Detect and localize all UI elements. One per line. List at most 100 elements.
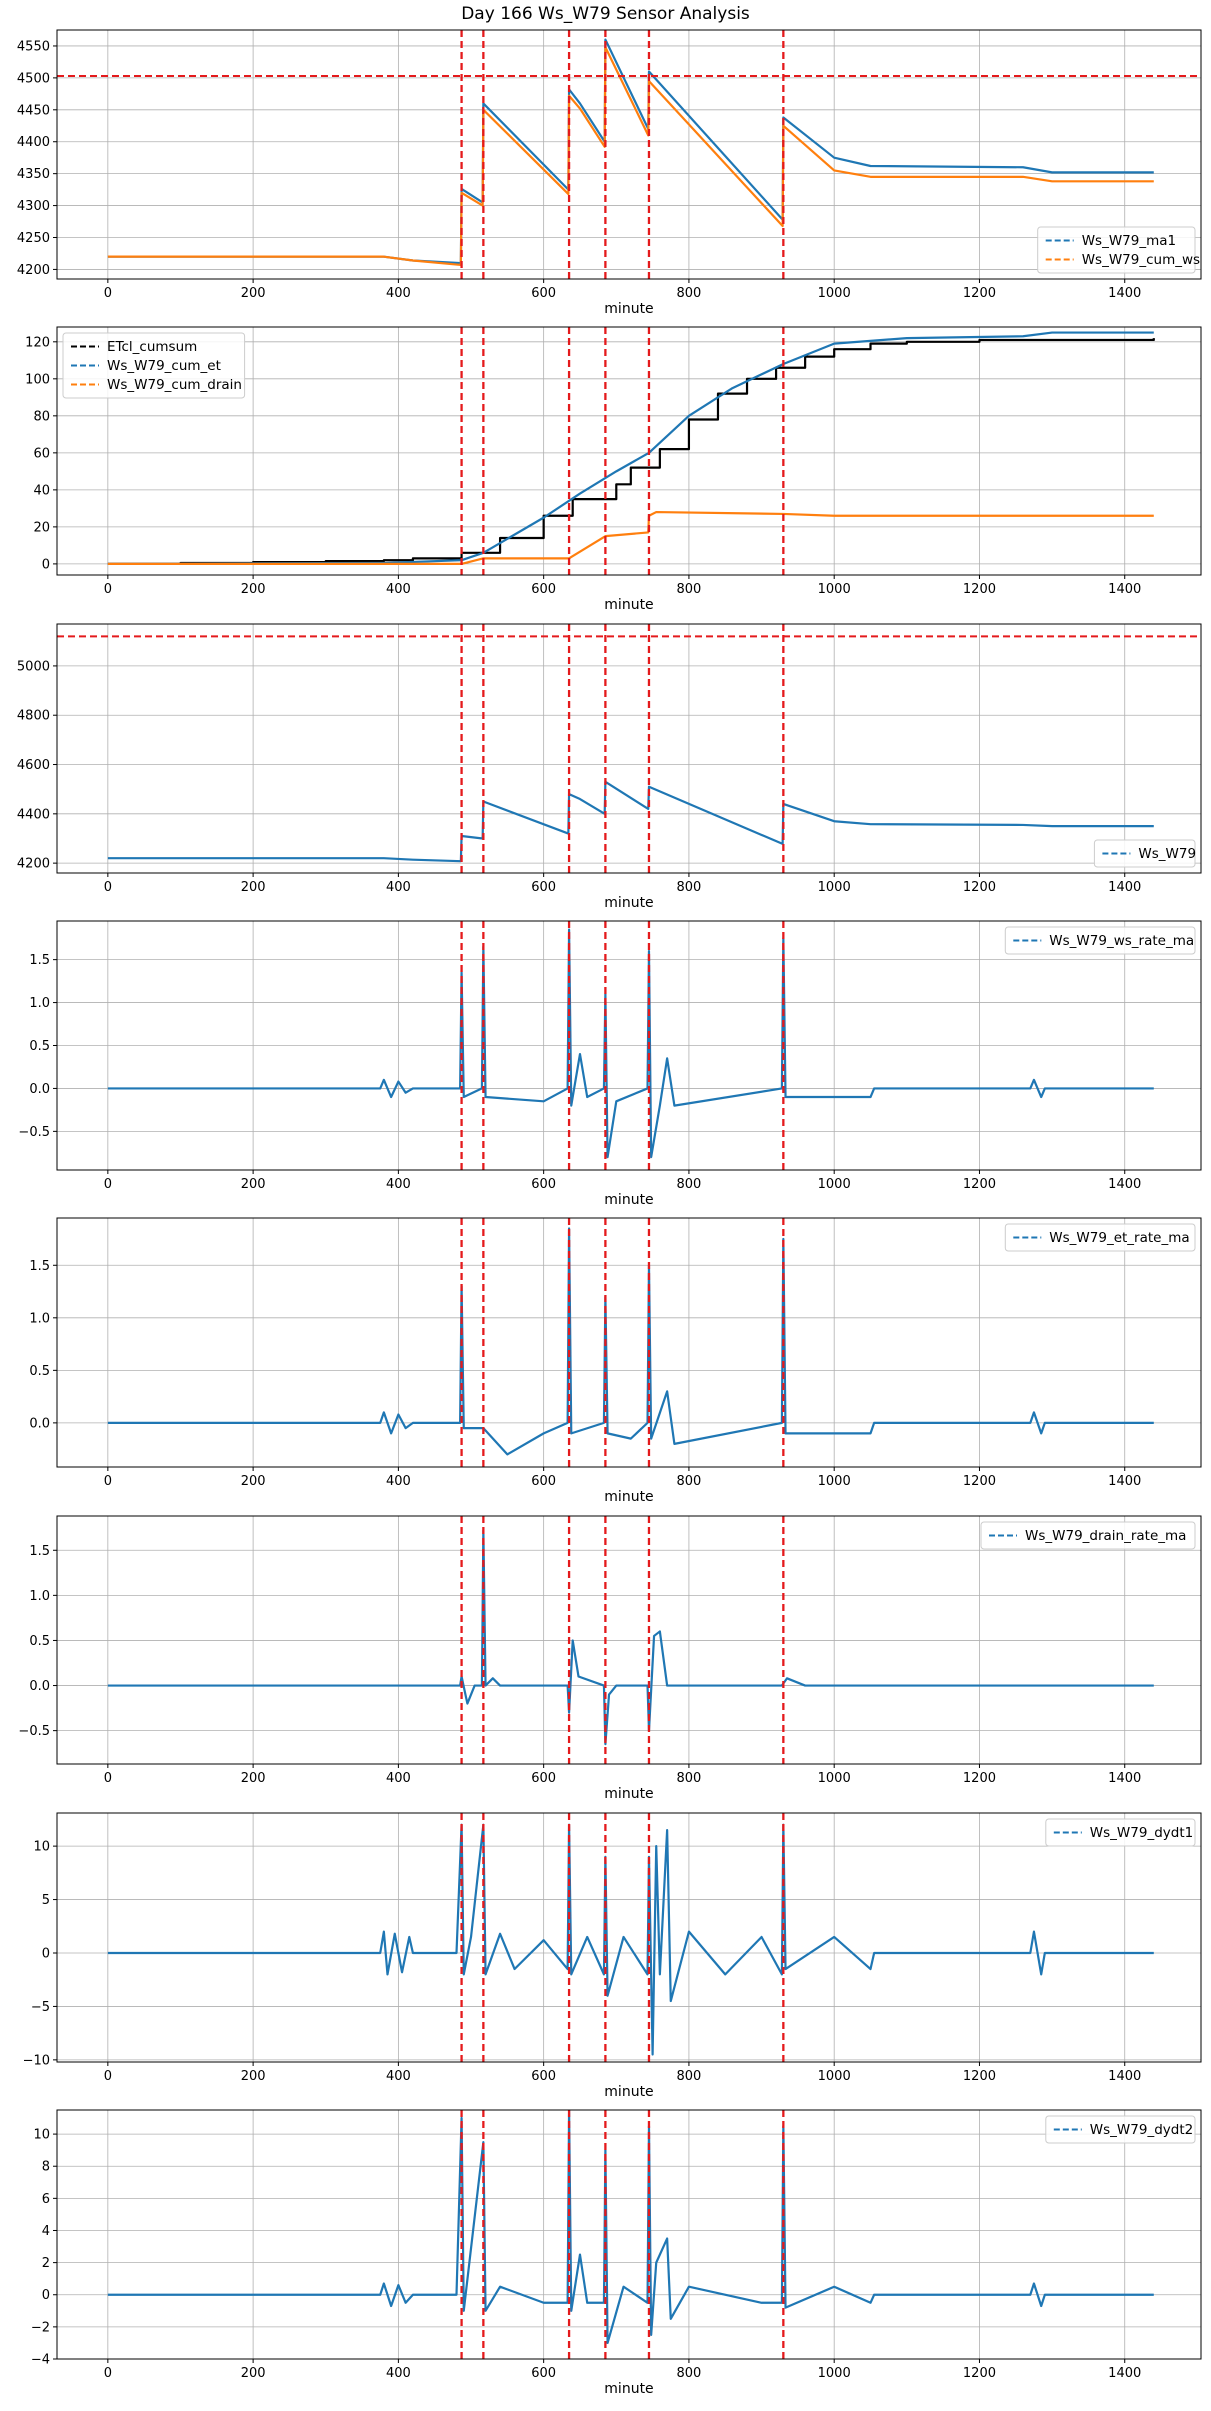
x-tick-label: 200 — [241, 1474, 266, 1489]
y-tick-label: 4400 — [17, 807, 50, 822]
y-tick-label: 4550 — [17, 39, 50, 54]
legend: Ws_W79_ws_rate_ma — [1004, 926, 1196, 955]
legend-label: Ws_W79_dydt2 — [1090, 2122, 1193, 2138]
axes-frame — [56, 1515, 1202, 1765]
legend-box — [1004, 1223, 1196, 1252]
y-tick-label: 0.5 — [29, 1039, 50, 1054]
subplot-3: 0 200 400 600 800 1000 1200 1400 4200 4400 4600 480… — [17, 623, 1202, 911]
y-tick-label: 1.5 — [29, 1259, 50, 1274]
series-line-Ws_W79_cum_drain — [107, 510, 1154, 565]
y-tick-label: 0.0 — [29, 1416, 50, 1431]
x-tick-label: 600 — [531, 286, 556, 301]
x-tick-label: 200 — [241, 2366, 266, 2381]
x-tick-label: 800 — [677, 286, 702, 301]
y-tick-label: 4200 — [17, 263, 50, 278]
plot-area — [57, 30, 1201, 279]
x-axis-label: minute — [604, 2084, 653, 2100]
x-tick-label: 0 — [104, 1771, 112, 1786]
legend: ETcl_cumsum Ws_W79_cum_et Ws_W79_cum_drain — [62, 332, 246, 399]
y-tick-label: 4450 — [17, 103, 50, 118]
x-tick-label: 400 — [386, 880, 411, 895]
legend-label: Ws_W79_drain_rate_ma — [1025, 1528, 1186, 1544]
x-tick-label: 1200 — [963, 2069, 996, 2084]
legend-box — [1037, 226, 1196, 274]
x-tick-label: 400 — [386, 2069, 411, 2084]
plot-area — [107, 2110, 1154, 2359]
x-tick-label: 0 — [104, 880, 112, 895]
axes-frame — [56, 623, 1202, 874]
y-tick-label: 60 — [33, 446, 50, 461]
y-tick-label: 0.0 — [29, 1082, 50, 1097]
x-tick-label: 0 — [104, 286, 112, 301]
subplot-4: 0 200 400 600 800 1000 1200 1400 −0.5 0.0 0.5 1.0 1.… — [18, 920, 1202, 1208]
x-tick-label: 1200 — [963, 1177, 996, 1192]
y-tick-label: −10 — [23, 2053, 50, 2068]
x-tick-label: 0 — [104, 1177, 112, 1192]
x-tick-label: 1400 — [1108, 2069, 1141, 2084]
series-line-Ws_W79_cum_et — [107, 331, 1154, 565]
x-axis-label: minute — [604, 301, 653, 317]
y-tick-label: 10 — [33, 1840, 50, 1855]
y-tick-label: 4 — [42, 2224, 50, 2239]
y-tick-label: 80 — [33, 409, 50, 424]
x-tick-label: 600 — [531, 582, 556, 597]
plot-area — [107, 1218, 1154, 1467]
plot-area — [107, 1813, 1154, 2062]
y-tick-label: 120 — [25, 335, 50, 350]
y-tick-label: 6 — [42, 2192, 50, 2207]
x-tick-label: 1200 — [963, 880, 996, 895]
axes-frame — [56, 29, 1202, 280]
x-tick-label: 600 — [531, 2069, 556, 2084]
y-tick-label: 8 — [42, 2160, 50, 2175]
y-tick-label: 0.0 — [29, 1679, 50, 1694]
x-axis-label: minute — [604, 597, 653, 613]
legend: Ws_W79_drain_rate_ma — [980, 1521, 1196, 1550]
subplot-6: 0 200 400 600 800 1000 1200 1400 −0.5 0.0 0.5 1.0 1.… — [18, 1515, 1202, 1802]
y-tick-label: 40 — [33, 483, 50, 498]
x-tick-label: 1400 — [1108, 1771, 1141, 1786]
legend: Ws_W79_dydt1 — [1045, 1818, 1196, 1847]
x-tick-label: 600 — [531, 1771, 556, 1786]
x-tick-label: 1200 — [963, 286, 996, 301]
legend: Ws_W79 — [1093, 839, 1196, 868]
plot-area — [57, 624, 1201, 873]
x-tick-label: 1000 — [818, 1177, 851, 1192]
y-tick-label: 4600 — [17, 758, 50, 773]
series-line-Ws_W79_cum_ws — [107, 46, 1154, 267]
subplot-8: 0 200 400 600 800 1000 1200 1400 −4 −2 0 2 4 6 8 10 minu… — [31, 2109, 1202, 2397]
legend-box — [980, 1521, 1196, 1550]
x-tick-label: 1200 — [963, 582, 996, 597]
axes-frame — [56, 326, 1202, 576]
plot-area — [107, 921, 1154, 1170]
series-line-Ws_W79_ws_rate_ma — [107, 928, 1154, 1159]
legend-label: Ws_W79_cum_ws — [1082, 252, 1200, 268]
x-tick-label: 600 — [531, 880, 556, 895]
y-tick-label: 4500 — [17, 71, 50, 86]
y-tick-label: 1.5 — [29, 953, 50, 968]
series-line-Ws_W79 — [107, 780, 1154, 863]
series-line-ETcl_cumsum — [107, 338, 1155, 565]
subplot-2: 0 200 400 600 800 1000 1200 1400 0 20 40 60 80 100 120… — [25, 326, 1202, 613]
y-tick-label: 4400 — [17, 135, 50, 150]
x-tick-label: 1000 — [818, 2366, 851, 2381]
x-tick-label: 800 — [677, 880, 702, 895]
y-tick-label: 100 — [25, 372, 50, 387]
axes-frame — [56, 1217, 1202, 1468]
x-tick-label: 400 — [386, 1771, 411, 1786]
x-tick-label: 400 — [386, 286, 411, 301]
subplot-1: 0 200 400 600 800 1000 1200 1400 4200 4250 4300 435… — [17, 29, 1202, 317]
y-tick-label: 0 — [42, 1946, 50, 1961]
y-tick-label: −0.5 — [18, 1125, 50, 1140]
legend-label: Ws_W79_dydt1 — [1090, 1825, 1193, 1841]
y-tick-label: 0 — [42, 2288, 50, 2303]
x-tick-label: 1200 — [963, 1771, 996, 1786]
x-tick-label: 1000 — [818, 2069, 851, 2084]
x-tick-label: 400 — [386, 2366, 411, 2381]
x-tick-label: 1400 — [1108, 1177, 1141, 1192]
legend: Ws_W79_et_rate_ma — [1004, 1223, 1196, 1252]
x-tick-label: 1000 — [818, 1771, 851, 1786]
x-axis-label: minute — [604, 895, 653, 911]
x-tick-label: 0 — [104, 2069, 112, 2084]
y-tick-label: 10 — [33, 2128, 50, 2143]
